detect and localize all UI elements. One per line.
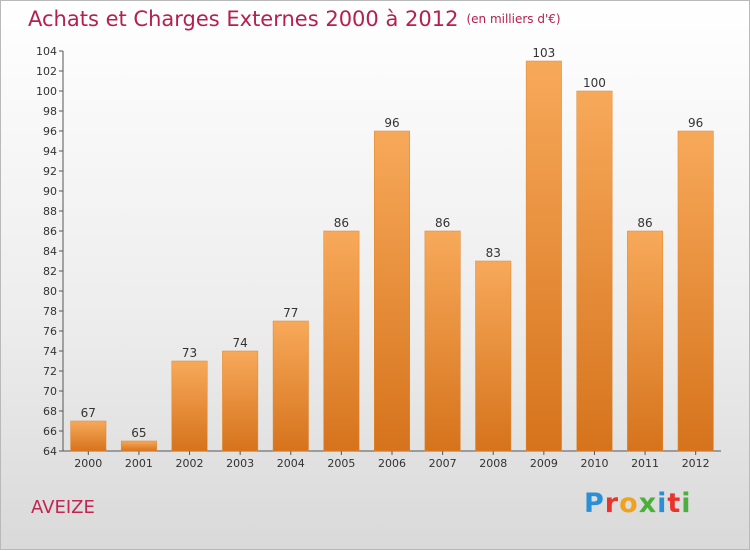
- x-tick-label: 2008: [479, 457, 507, 470]
- y-tick-label: 76: [43, 325, 57, 338]
- bar-value-label: 65: [131, 426, 146, 440]
- y-tick-label: 68: [43, 405, 57, 418]
- x-axis: 2000 2001 2002 2003 2004 2005 2006 2007 2008 2009…: [63, 450, 721, 470]
- y-tick-label: 66: [43, 425, 57, 438]
- y-tick-label: 94: [43, 145, 57, 158]
- y-tick-label: 64: [43, 445, 57, 458]
- y-tick-label: 72: [43, 365, 57, 378]
- bar: [525, 60, 562, 452]
- chart-unit: (en milliers d'€): [466, 12, 561, 26]
- bar-value-label: 86: [334, 216, 349, 230]
- bar: [677, 130, 714, 452]
- bar-value-label: 77: [283, 306, 298, 320]
- bar: [424, 230, 461, 452]
- x-tick-label: 2012: [682, 457, 710, 470]
- logo-letter: i: [681, 488, 692, 519]
- x-tick-label: 2003: [226, 457, 254, 470]
- bar-value-label: 74: [233, 336, 248, 350]
- x-tick-label: 2004: [277, 457, 305, 470]
- y-tick-label: 100: [36, 85, 57, 98]
- logo-letter: i: [657, 488, 668, 519]
- logo-letter: P: [584, 488, 605, 519]
- y-tick-label: 70: [43, 385, 57, 398]
- bar: [475, 260, 512, 452]
- y-tick-label: 86: [43, 225, 57, 238]
- bar: [323, 230, 360, 452]
- x-tick-label: 2006: [378, 457, 406, 470]
- y-axis: 64 66 68 70 72 74 76 78 80 82 84 86 88 90 92 94 96 98 100 1…: [36, 45, 64, 458]
- bar: [576, 90, 613, 452]
- place-name: AVEIZE: [31, 497, 95, 518]
- x-tick-label: 2001: [125, 457, 153, 470]
- logo-letter: x: [638, 488, 658, 519]
- x-tick-label: 2002: [176, 457, 204, 470]
- x-tick-label: 2005: [327, 457, 355, 470]
- bar-value-label: 86: [435, 216, 450, 230]
- bar: [70, 420, 107, 452]
- y-tick-label: 104: [36, 45, 57, 58]
- bar-value-label: 96: [384, 116, 399, 130]
- bar-value-label: 67: [81, 406, 96, 420]
- y-tick-label: 84: [43, 245, 57, 258]
- y-tick-label: 102: [36, 65, 57, 78]
- bar-value-label: 100: [583, 76, 606, 90]
- bars: 67 65 73 74 77 86 96 86 83 103 100 86 96: [70, 46, 714, 452]
- y-tick-label: 90: [43, 185, 57, 198]
- bar: [120, 440, 157, 452]
- bar: [222, 350, 259, 452]
- chart-title: Achats et Charges Externes 2000 à 2012: [28, 7, 459, 31]
- y-tick-label: 82: [43, 265, 57, 278]
- logo-letter: t: [667, 488, 682, 519]
- x-tick-label: 2011: [631, 457, 659, 470]
- logo-letter: o: [619, 488, 639, 519]
- x-tick-label: 2009: [530, 457, 558, 470]
- chart-title-block: Achats et Charges Externes 2000 à 2012 (e…: [28, 7, 561, 31]
- x-tick-label: 2010: [580, 457, 608, 470]
- bar: [272, 320, 309, 452]
- y-tick-label: 88: [43, 205, 57, 218]
- y-tick-label: 96: [43, 125, 57, 138]
- bar: [374, 130, 410, 452]
- x-tick-label: 2007: [429, 457, 457, 470]
- bar-value-label: 86: [637, 216, 652, 230]
- bar-value-label: 103: [532, 46, 555, 60]
- y-tick-label: 98: [43, 105, 57, 118]
- logo-letter: r: [604, 488, 620, 519]
- proxiti-logo: Proxiti: [584, 488, 692, 519]
- y-tick-label: 78: [43, 305, 57, 318]
- y-tick-label: 92: [43, 165, 57, 178]
- y-tick-label: 80: [43, 285, 57, 298]
- bar-value-label: 83: [486, 246, 501, 260]
- bar: [171, 360, 208, 452]
- bar: [627, 230, 664, 452]
- bar-value-label: 73: [182, 346, 197, 360]
- x-tick-label: 2000: [74, 457, 102, 470]
- y-tick-label: 74: [43, 345, 57, 358]
- bar-value-label: 96: [688, 116, 703, 130]
